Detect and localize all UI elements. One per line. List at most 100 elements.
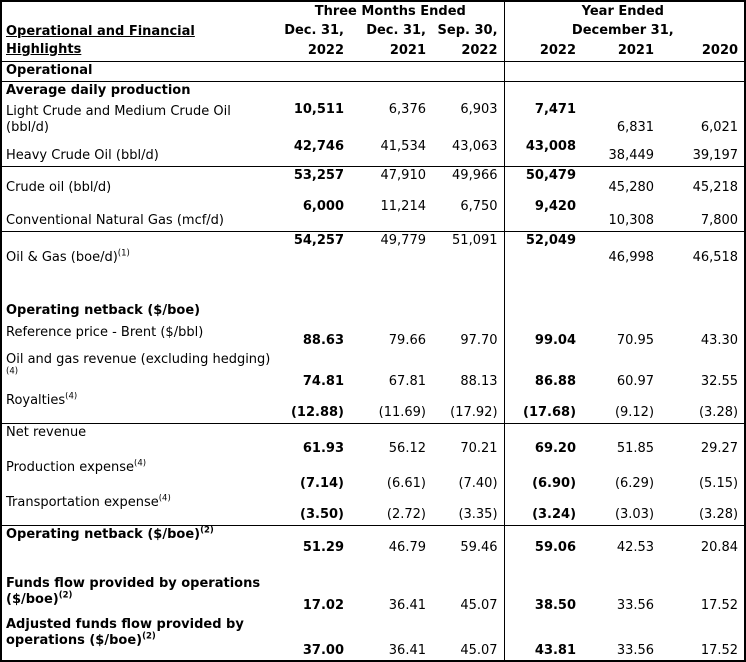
cell-value	[350, 558, 432, 575]
cell-value: 69.20	[503, 423, 583, 459]
table-header: Operational and Financial Highlights Thr…	[2, 2, 744, 61]
cell-value	[582, 60, 661, 81]
header-row-years: 2022 2021 2022 2022 2021 2020	[2, 41, 744, 61]
cell-value: 6,903	[460, 101, 498, 117]
cell-value	[350, 80, 432, 101]
cell-value: 61.93	[280, 423, 350, 459]
cell-value: (17.68)	[503, 391, 583, 424]
cell-value: 33.56	[616, 597, 655, 613]
row-label: Oil & Gas (boe/d)(1)	[2, 231, 280, 268]
cell-value: (2.72)	[386, 507, 426, 522]
col-header-y1: 2022	[503, 41, 583, 61]
table-row: Funds flow provided by operations ($/boe…	[2, 574, 744, 616]
row-label: Reference price - Brent ($/bbl)	[6, 324, 204, 340]
spacer-row	[2, 267, 744, 300]
table-row: Operating netback ($/boe)(2) 51.29 46.79 59…	[2, 525, 744, 558]
row-label: Average daily production	[2, 80, 280, 101]
cell-value	[432, 558, 504, 575]
cell-value: (6.61)	[386, 475, 426, 491]
cell-value	[350, 60, 432, 81]
cell-value: 20.84	[660, 525, 744, 558]
cell-value: (9.12)	[614, 405, 655, 420]
cell-value: 47,910	[350, 166, 432, 198]
cell-value: 86.88	[503, 350, 583, 392]
cell-value: 45.07	[460, 597, 498, 613]
cell-value: 53,257	[280, 166, 350, 198]
cell-value	[582, 300, 660, 324]
cell-value: 46,518	[660, 231, 744, 268]
row-label	[2, 268, 280, 300]
cell-value: 60.97	[616, 373, 655, 389]
table-row: Conventional Natural Gas (mcf/d) 6,000 11,…	[2, 197, 744, 232]
cell-value: 6,000	[302, 198, 344, 214]
table-row: Transportation expense(4) (3.50) (2.72) (3.…	[2, 493, 744, 526]
cell-value: 6,750	[460, 198, 498, 214]
cell-value: 45.07	[460, 642, 498, 658]
cell-value: (5.15)	[698, 475, 739, 491]
cell-value: 51.85	[582, 423, 661, 459]
cell-value: 7,800	[700, 213, 739, 228]
row-label: Operating netback ($/boe)(2)	[2, 525, 280, 558]
section-row: Operational	[2, 60, 744, 81]
cell-value	[660, 300, 744, 324]
cell-value: 37.00	[302, 642, 344, 658]
cell-value: (3.28)	[698, 507, 739, 522]
row-label: Oil and gas revenue (excluding hedging)(…	[6, 351, 271, 377]
cell-value	[660, 268, 744, 300]
row-label: Crude oil (bbl/d)	[2, 166, 280, 198]
cell-value	[432, 268, 504, 300]
cell-value: 42,746	[293, 138, 344, 154]
row-label: Royalties(4)	[6, 391, 78, 408]
cell-value: 6,021	[700, 119, 739, 135]
cell-value: 56.12	[350, 423, 432, 459]
spacer-row	[2, 557, 744, 575]
cell-value: 67.81	[388, 373, 426, 389]
table-row: Crude oil (bbl/d) 53,257 47,910 49,966 50,47…	[2, 166, 744, 198]
col-header-q1-year: 2022	[307, 42, 344, 58]
cell-value: 17.52	[700, 597, 739, 613]
cell-value: 36.41	[388, 642, 426, 658]
footnote-ref: (1)	[117, 248, 130, 259]
cell-value	[432, 80, 505, 101]
cell-value: 32.55	[700, 373, 739, 389]
footnote-ref: (2)	[200, 525, 214, 536]
cell-value: 59.46	[432, 525, 505, 558]
cell-value	[503, 80, 583, 101]
cell-value	[350, 268, 432, 300]
cell-value: 10,308	[608, 213, 655, 228]
year-ended-header: Year Ended	[503, 2, 744, 22]
cell-value	[432, 300, 504, 324]
cell-value	[280, 60, 350, 81]
cell-value	[503, 299, 583, 324]
cell-value: 54,257	[280, 231, 350, 268]
cell-value: 79.66	[388, 332, 426, 348]
col-header-q1-date: Dec. 31,	[284, 23, 344, 38]
cell-value: 50,479	[503, 166, 583, 198]
table-row: Adjusted funds flow provided by operatio…	[2, 615, 744, 660]
cell-value: 38,449	[608, 148, 655, 163]
cell-value: 51,091	[432, 231, 505, 268]
table-row: Heavy Crude Oil (bbl/d) 42,746 41,534 43,06…	[2, 137, 744, 167]
cell-value: 49,779	[350, 231, 432, 268]
row-label: Light Crude and Medium Crude Oil (bbl/d)	[6, 103, 231, 135]
cell-value: 70.21	[432, 423, 505, 459]
row-label: Production expense(4)	[6, 458, 147, 475]
cell-value: 11,214	[380, 198, 427, 214]
cell-value	[503, 60, 583, 81]
cell-value: 43.81	[503, 615, 583, 660]
cell-value: 74.81	[302, 373, 344, 389]
cell-value: (6.29)	[614, 475, 655, 491]
cell-value: 6,831	[616, 119, 655, 135]
row-label: Operating netback ($/boe)	[6, 303, 201, 318]
cell-value	[582, 80, 661, 101]
cell-value: 7,471	[503, 100, 583, 138]
cell-value	[350, 300, 432, 324]
cell-value	[660, 558, 744, 575]
cell-value: (3.35)	[458, 507, 498, 522]
cell-value: 43,063	[452, 138, 498, 154]
cell-value: (11.69)	[378, 405, 426, 420]
cell-value: 9,420	[503, 197, 583, 232]
table-row: Net revenue 61.93 56.12 70.21 69.20 51.85 29.2…	[2, 423, 744, 459]
col-header-q3-date: Sep. 30,	[437, 23, 498, 38]
